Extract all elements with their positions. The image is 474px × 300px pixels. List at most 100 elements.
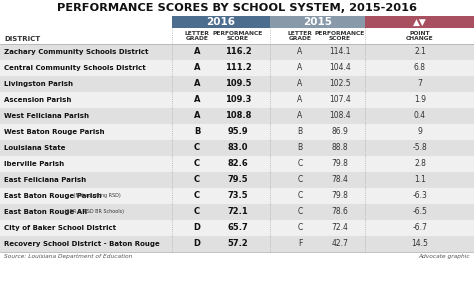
Bar <box>0 204 474 220</box>
Text: 108.4: 108.4 <box>329 112 351 121</box>
Text: Ascension Parish: Ascension Parish <box>4 97 72 103</box>
Bar <box>172 16 270 28</box>
Text: C: C <box>194 191 200 200</box>
Text: City of Baker School District: City of Baker School District <box>4 225 116 231</box>
Text: 42.7: 42.7 <box>331 239 348 248</box>
Text: 7: 7 <box>418 80 422 88</box>
Text: A: A <box>297 112 302 121</box>
Text: C: C <box>297 208 302 217</box>
Text: 2.8: 2.8 <box>414 160 426 169</box>
Bar <box>0 44 474 60</box>
Text: East Feliciana Parish: East Feliciana Parish <box>4 177 86 183</box>
Bar <box>0 108 474 124</box>
Text: 102.5: 102.5 <box>329 80 351 88</box>
Text: 88.8: 88.8 <box>332 143 348 152</box>
Text: West Feliciana Parish: West Feliciana Parish <box>4 113 89 119</box>
Text: West Baton Rouge Parish: West Baton Rouge Parish <box>4 129 104 135</box>
Bar <box>0 76 474 92</box>
Text: 78.6: 78.6 <box>331 208 348 217</box>
Text: 57.2: 57.2 <box>228 239 248 248</box>
Text: F: F <box>298 239 302 248</box>
Text: -5.8: -5.8 <box>413 143 428 152</box>
Text: C: C <box>194 208 200 217</box>
Text: A: A <box>297 80 302 88</box>
Text: 78.4: 78.4 <box>331 176 348 184</box>
Text: 1.1: 1.1 <box>414 176 426 184</box>
Bar <box>270 16 365 28</box>
Text: ▲▼: ▲▼ <box>413 17 427 26</box>
Text: 83.0: 83.0 <box>228 143 248 152</box>
Text: D: D <box>193 239 201 248</box>
Text: A: A <box>194 112 200 121</box>
Text: Source: Louisiana Department of Education: Source: Louisiana Department of Educatio… <box>4 254 132 259</box>
Text: 111.2: 111.2 <box>225 64 251 73</box>
Text: A: A <box>194 95 200 104</box>
Text: 109.3: 109.3 <box>225 95 251 104</box>
Text: 73.5: 73.5 <box>228 191 248 200</box>
Text: POINT
CHANGE: POINT CHANGE <box>406 31 434 41</box>
Text: 2.1: 2.1 <box>414 47 426 56</box>
Text: 107.4: 107.4 <box>329 95 351 104</box>
Text: B: B <box>298 143 302 152</box>
Text: C: C <box>194 160 200 169</box>
Text: -6.3: -6.3 <box>412 191 428 200</box>
Text: A: A <box>194 47 200 56</box>
Text: 79.8: 79.8 <box>331 191 348 200</box>
Text: East Baton Rouge Parish: East Baton Rouge Parish <box>4 193 101 199</box>
Bar <box>0 236 474 252</box>
Bar <box>0 60 474 76</box>
Text: PERFORMANCE SCORES BY SCHOOL SYSTEM, 2015-2016: PERFORMANCE SCORES BY SCHOOL SYSTEM, 201… <box>57 3 417 13</box>
Text: PERFORMANCE
SCORE: PERFORMANCE SCORE <box>213 31 263 41</box>
Text: C: C <box>194 143 200 152</box>
Text: A: A <box>297 47 302 56</box>
Text: Central Community Schools District: Central Community Schools District <box>4 65 146 71</box>
Text: 82.6: 82.6 <box>228 160 248 169</box>
Text: (Not counting RSD): (Not counting RSD) <box>72 194 120 199</box>
Text: 79.5: 79.5 <box>228 176 248 184</box>
Text: A: A <box>194 80 200 88</box>
Text: 65.7: 65.7 <box>228 224 248 232</box>
Text: 72.4: 72.4 <box>331 224 348 232</box>
Text: 6.8: 6.8 <box>414 64 426 73</box>
Text: 79.8: 79.8 <box>331 160 348 169</box>
Text: 114.1: 114.1 <box>329 47 351 56</box>
Text: C: C <box>297 160 302 169</box>
Bar <box>365 16 474 28</box>
Text: 109.5: 109.5 <box>225 80 251 88</box>
Bar <box>0 124 474 140</box>
Text: A: A <box>194 64 200 73</box>
Text: B: B <box>298 128 302 136</box>
Text: Louisiana State: Louisiana State <box>4 145 65 151</box>
Text: -6.5: -6.5 <box>412 208 428 217</box>
Text: C: C <box>194 176 200 184</box>
Bar <box>0 92 474 108</box>
Text: 104.4: 104.4 <box>329 64 351 73</box>
Text: B: B <box>194 128 200 136</box>
Text: (EBR + RSD BR Schools): (EBR + RSD BR Schools) <box>63 209 124 214</box>
Text: 95.9: 95.9 <box>228 128 248 136</box>
Text: East Baton Rouge All: East Baton Rouge All <box>4 209 87 215</box>
Text: 2016: 2016 <box>207 17 236 27</box>
Text: 14.5: 14.5 <box>411 239 428 248</box>
Bar <box>0 156 474 172</box>
Text: Advocate graphic: Advocate graphic <box>419 254 470 259</box>
Text: 116.2: 116.2 <box>225 47 251 56</box>
Text: C: C <box>297 176 302 184</box>
Text: C: C <box>297 224 302 232</box>
Text: LETTER
GRADE: LETTER GRADE <box>288 31 312 41</box>
Bar <box>0 188 474 204</box>
Text: LETTER
GRADE: LETTER GRADE <box>184 31 210 41</box>
Text: 86.9: 86.9 <box>331 128 348 136</box>
Bar <box>0 140 474 156</box>
Bar <box>0 220 474 236</box>
Text: 72.1: 72.1 <box>228 208 248 217</box>
Text: 2015: 2015 <box>303 17 332 27</box>
Text: -6.7: -6.7 <box>412 224 428 232</box>
Text: 0.4: 0.4 <box>414 112 426 121</box>
Text: 9: 9 <box>418 128 422 136</box>
Bar <box>0 172 474 188</box>
Text: Iberville Parish: Iberville Parish <box>4 161 64 167</box>
Text: PERFORMANCE
SCORE: PERFORMANCE SCORE <box>315 31 365 41</box>
Text: 108.8: 108.8 <box>225 112 251 121</box>
Text: Livingston Parish: Livingston Parish <box>4 81 73 87</box>
